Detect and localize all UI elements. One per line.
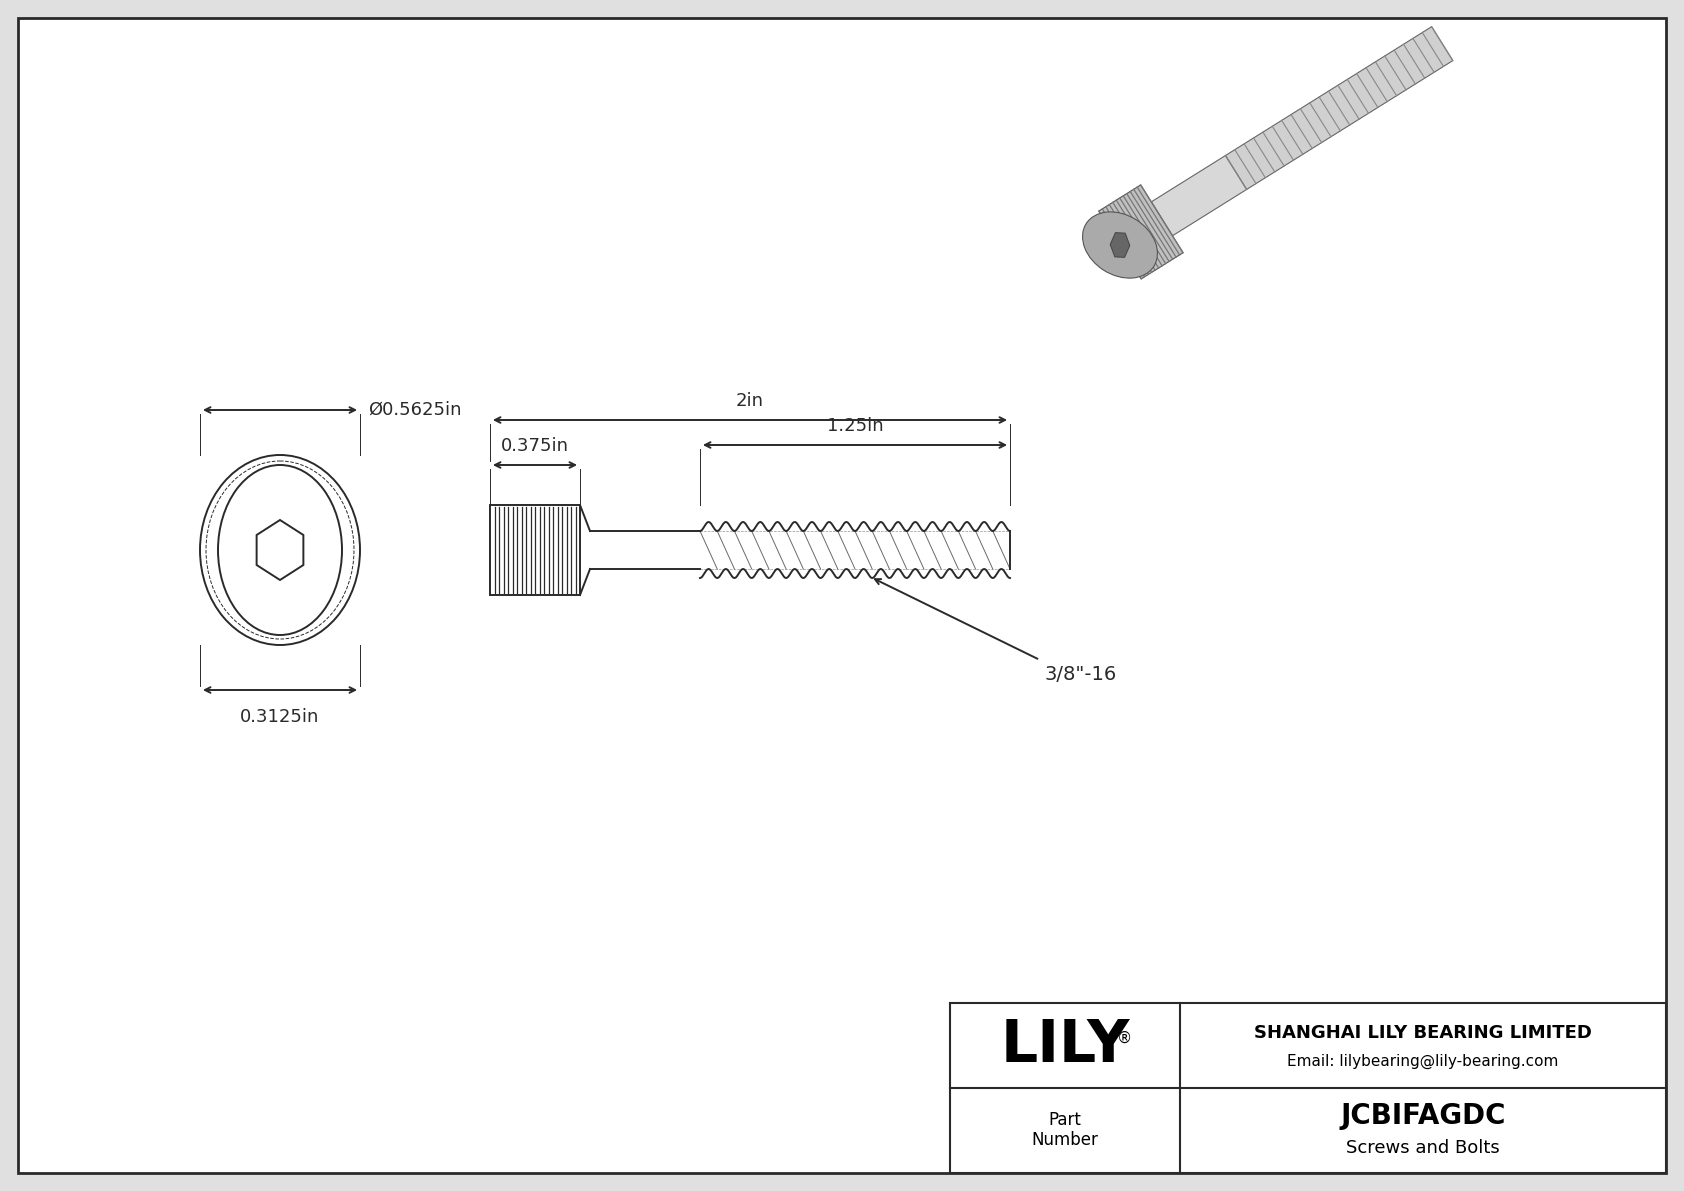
Text: 3/8"-16: 3/8"-16 [1046, 665, 1116, 684]
Text: Part
Number: Part Number [1032, 1110, 1098, 1149]
Text: Email: lilybearing@lily-bearing.com: Email: lilybearing@lily-bearing.com [1287, 1053, 1559, 1068]
Text: 1.25in: 1.25in [827, 417, 884, 435]
Polygon shape [1110, 232, 1130, 257]
Ellipse shape [200, 455, 360, 646]
Bar [950, 1003, 1665, 1173]
Text: Screws and Bolts: Screws and Bolts [1346, 1139, 1500, 1156]
Text: 2in: 2in [736, 392, 765, 410]
Polygon shape [1098, 185, 1184, 279]
Bar [490, 505, 579, 596]
Text: 0.3125in: 0.3125in [241, 707, 320, 727]
Text: ®: ® [1116, 1031, 1132, 1046]
Polygon shape [1226, 26, 1453, 189]
Polygon shape [1152, 156, 1246, 236]
Text: LILY: LILY [1000, 1016, 1130, 1073]
Polygon shape [256, 520, 303, 580]
Text: 0.375in: 0.375in [502, 437, 569, 455]
Text: SHANGHAI LILY BEARING LIMITED: SHANGHAI LILY BEARING LIMITED [1255, 1024, 1591, 1042]
Ellipse shape [1083, 212, 1157, 279]
Ellipse shape [217, 464, 342, 635]
Text: JCBIFAGDC: JCBIFAGDC [1340, 1102, 1505, 1130]
Text: Ø0.5625in: Ø0.5625in [369, 401, 461, 419]
